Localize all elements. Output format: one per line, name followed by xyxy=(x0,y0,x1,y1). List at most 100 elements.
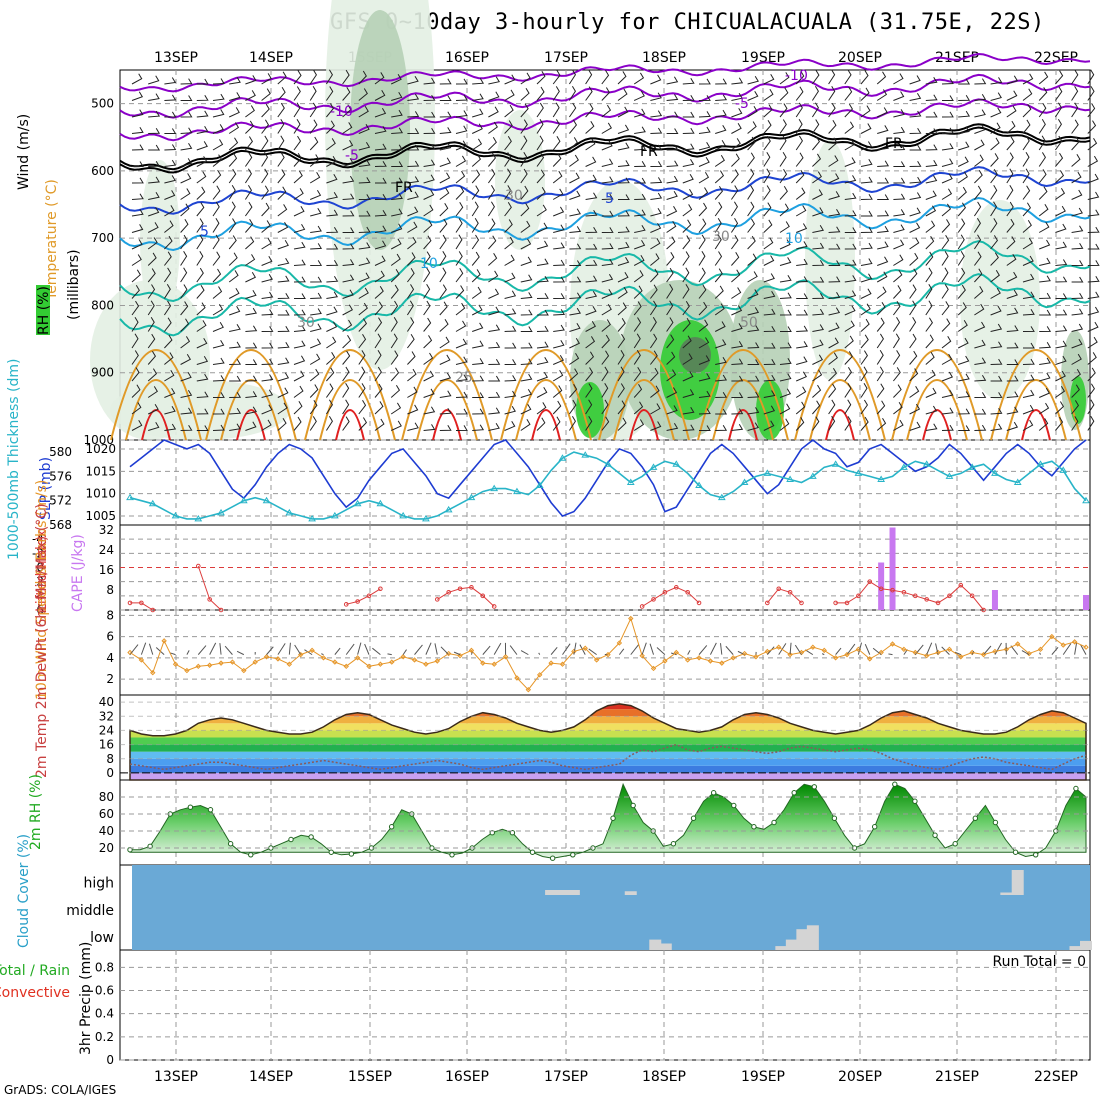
wind-barb xyxy=(536,186,546,200)
wind-barb xyxy=(391,144,404,151)
wind-barb xyxy=(374,285,384,299)
wind-barb xyxy=(1006,406,1019,415)
wind-barb xyxy=(488,106,499,118)
wind-barb xyxy=(941,173,953,184)
wind-barb xyxy=(650,350,658,365)
rh-marker xyxy=(972,815,979,821)
wind-barb xyxy=(747,359,760,365)
wind-barb xyxy=(909,161,922,167)
wind-barb xyxy=(504,405,516,415)
contour-label: 10 xyxy=(785,231,803,247)
wind-barb xyxy=(860,416,869,431)
wind-barb xyxy=(974,286,984,299)
wind-barb xyxy=(1022,237,1033,250)
surface-temp-contour xyxy=(319,379,381,441)
wind-barb xyxy=(164,94,177,101)
wind-barb-10m xyxy=(630,644,640,655)
wind-barb xyxy=(990,341,1003,349)
wind-barb xyxy=(958,355,970,365)
cape-tick: 8 xyxy=(106,583,114,597)
cloud-bar-high xyxy=(545,890,558,895)
wind-barb xyxy=(261,103,270,118)
surface-temp-contour xyxy=(906,379,968,441)
wind-barb xyxy=(957,302,967,316)
wind-marker xyxy=(639,652,645,659)
li-tick: 4 xyxy=(36,589,44,603)
wind-barb xyxy=(310,260,323,266)
wind-barb xyxy=(909,222,921,233)
wind-barb xyxy=(909,75,921,85)
thickness-marker xyxy=(717,493,726,501)
surface-temp-contour xyxy=(825,409,855,441)
wind-barb xyxy=(212,322,224,332)
wind-barb xyxy=(941,424,954,431)
wind-barb xyxy=(277,372,290,382)
lifted-index-marker xyxy=(480,593,486,599)
wind-barb xyxy=(390,253,401,266)
wind-barb xyxy=(423,235,432,250)
wind-barb xyxy=(730,201,738,217)
wind-barb xyxy=(180,301,189,316)
wind-barb xyxy=(358,334,367,349)
wind-barb xyxy=(390,350,399,365)
wind-barb xyxy=(439,372,452,382)
surface-temp-contour xyxy=(809,379,871,441)
wind-barb xyxy=(1006,120,1016,134)
cape-bar xyxy=(991,590,998,610)
wind-barb xyxy=(147,333,156,349)
wind-barb xyxy=(974,357,987,365)
wind-barb xyxy=(196,320,207,332)
wind-barb xyxy=(731,92,743,101)
wind-barb-10m xyxy=(649,643,655,655)
wind-barb xyxy=(358,302,368,316)
wind-barb xyxy=(1038,135,1046,151)
wind-barb xyxy=(666,300,674,316)
wind-barb xyxy=(552,400,562,415)
wind-barb xyxy=(1055,370,1066,382)
wind-barb xyxy=(1087,155,1099,167)
wind-barb xyxy=(504,74,516,85)
wind-barb xyxy=(261,291,274,299)
wind-barb xyxy=(472,93,484,101)
wind-barb xyxy=(877,125,889,134)
wind-barb xyxy=(747,324,760,332)
wind-barb xyxy=(957,319,968,332)
day-label-top: 13SEP xyxy=(154,50,198,66)
wind-barb xyxy=(990,137,1000,151)
wind-barb-10m xyxy=(440,646,450,655)
lifted-index-marker xyxy=(867,579,873,584)
rh-marker xyxy=(992,819,999,826)
wind-barb xyxy=(245,254,256,266)
wind-barb xyxy=(763,152,771,167)
wind-barb xyxy=(277,152,285,167)
wind-barb xyxy=(293,355,306,365)
rh-marker xyxy=(871,824,878,830)
wind-barb xyxy=(309,136,319,151)
wind-barb xyxy=(974,375,987,382)
wind-barb xyxy=(893,109,905,118)
wind-barb xyxy=(1022,119,1031,134)
wind-barb xyxy=(601,227,614,233)
wind-barb xyxy=(147,252,157,266)
wind-barb xyxy=(1055,205,1066,217)
rh-marker xyxy=(248,852,254,858)
wind-barb xyxy=(342,193,355,200)
wind-barb-10m xyxy=(402,649,407,655)
wind-barb xyxy=(877,177,890,184)
wind-barb xyxy=(1055,340,1067,349)
wind-barb xyxy=(569,172,580,184)
wind-barb xyxy=(309,154,320,167)
wind-barb xyxy=(925,387,937,398)
wind-barb xyxy=(196,284,205,299)
cape-tick: 32 xyxy=(99,523,114,537)
wind-barb xyxy=(455,125,468,134)
wind-barb xyxy=(471,169,481,184)
wind-barb xyxy=(633,285,643,299)
temperature-contour xyxy=(119,196,1091,252)
wind-barb xyxy=(374,301,383,316)
wind-barb xyxy=(698,319,709,332)
wind-barb xyxy=(779,119,787,134)
wind-barb xyxy=(715,94,728,101)
wind-barb xyxy=(407,144,420,151)
